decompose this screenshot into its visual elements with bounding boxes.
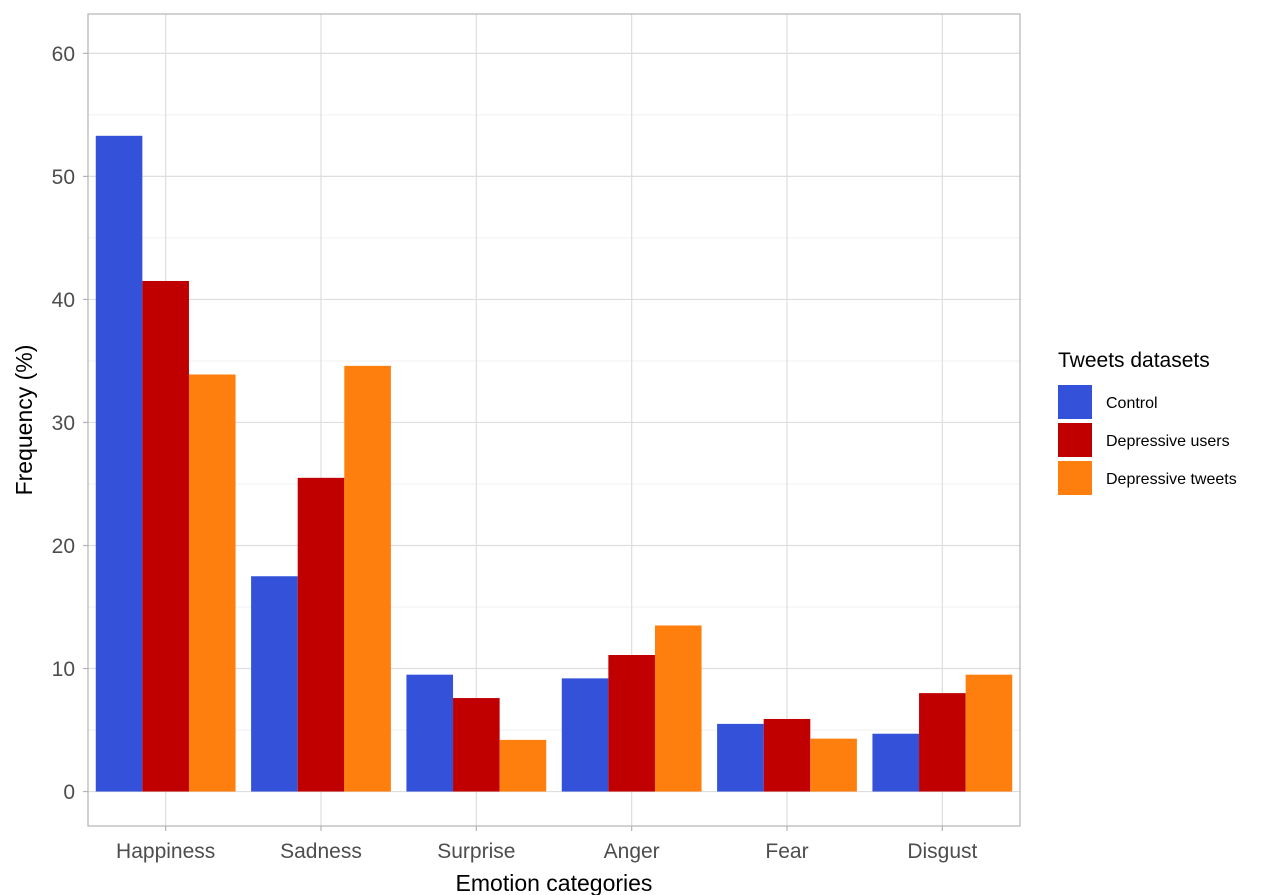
y-tick-label: 0 — [63, 781, 75, 804]
x-tick-label-sadness: Sadness — [280, 840, 362, 863]
bar-disgust-depressive-users — [919, 693, 966, 792]
plot-panel-border — [87, 13, 1021, 827]
legend-key-depressive-users — [1058, 423, 1092, 457]
legend: Tweets datasets Control Depressive users D… — [1058, 349, 1237, 495]
x-axis-title: Emotion categories — [456, 870, 653, 895]
y-tick-label: 40 — [52, 289, 75, 312]
x-tick-label-happiness: Happiness — [116, 840, 215, 863]
x-tick-label-fear: Fear — [765, 840, 808, 863]
bar-surprise-depressive-tweets — [499, 739, 547, 792]
bar-happiness-control — [95, 135, 143, 792]
bar-happiness-depressive-users — [142, 280, 189, 792]
x-tick-label-surprise: Surprise — [437, 840, 515, 863]
bar-happiness-depressive-tweets — [188, 374, 236, 792]
y-tick-label: 30 — [52, 412, 75, 435]
x-tick-label-anger: Anger — [604, 840, 660, 863]
x-tick-label-disgust: Disgust — [907, 840, 977, 863]
bar-surprise-control — [406, 674, 454, 792]
bars — [95, 135, 1013, 792]
y-tick-label: 20 — [52, 535, 75, 558]
bar-fear-depressive-users — [763, 718, 811, 792]
bar-sadness-control — [251, 576, 298, 792]
y-axis-ticks: 0 10 20 30 40 50 60 — [52, 43, 88, 804]
x-axis-ticks: Happiness Sadness Surprise Anger Fear Disgust — [116, 826, 978, 863]
legend-label-control: Control — [1106, 395, 1158, 412]
legend-label-depressive-tweets: Depressive tweets — [1106, 471, 1237, 488]
y-tick-label: 50 — [52, 166, 75, 189]
bar-sadness-depressive-users — [297, 477, 345, 792]
bar-fear-control — [717, 723, 764, 792]
legend-key-control — [1058, 385, 1092, 419]
bar-anger-depressive-users — [608, 654, 655, 792]
legend-label-depressive-users: Depressive users — [1106, 433, 1230, 450]
bar-anger-control — [561, 678, 609, 792]
y-axis-title: Frequency (%) — [11, 345, 37, 496]
y-tick-label: 10 — [52, 658, 75, 681]
bar-surprise-depressive-users — [453, 698, 500, 792]
bar-disgust-depressive-tweets — [965, 674, 1013, 792]
legend-title: Tweets datasets — [1058, 349, 1210, 372]
bar-anger-depressive-tweets — [654, 625, 702, 792]
legend-key-depressive-tweets — [1058, 461, 1092, 495]
bar-fear-depressive-tweets — [810, 738, 857, 792]
bar-sadness-depressive-tweets — [344, 365, 391, 792]
y-tick-label: 60 — [52, 43, 75, 66]
bar-disgust-control — [872, 733, 920, 792]
